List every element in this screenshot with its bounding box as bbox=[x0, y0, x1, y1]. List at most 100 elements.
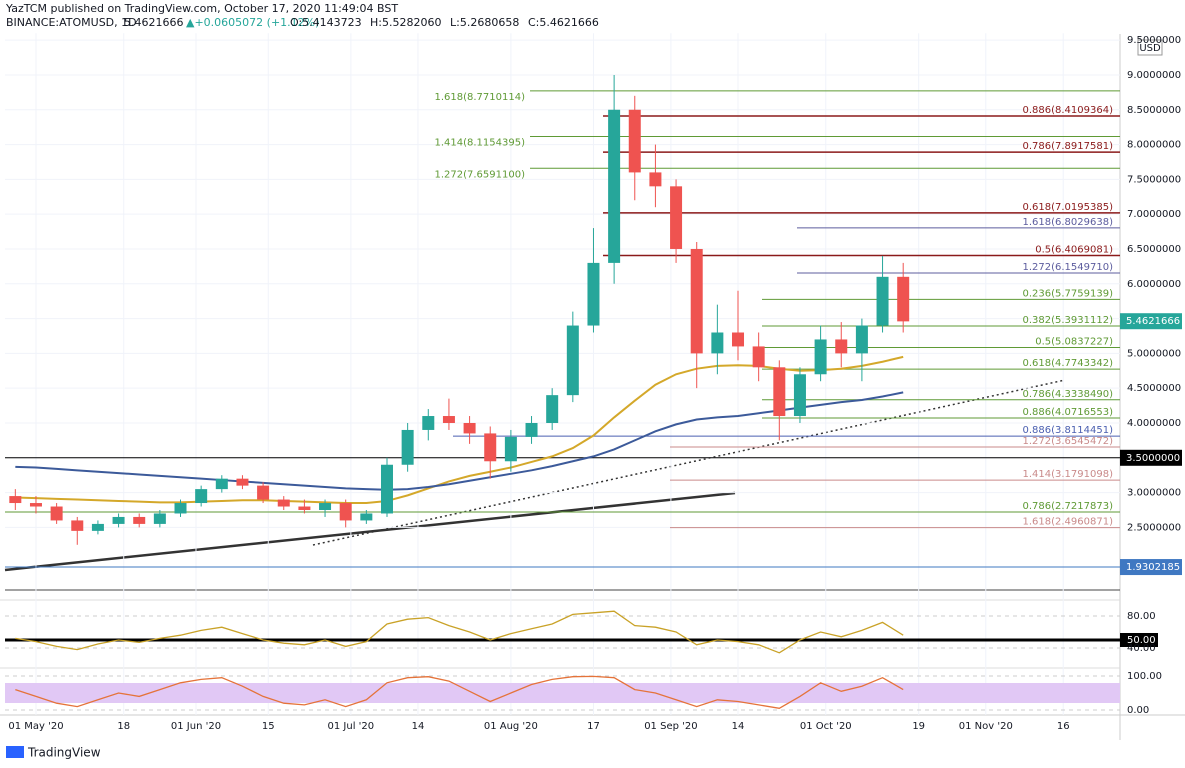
candle-body bbox=[360, 513, 373, 521]
stoch-line bbox=[15, 675, 904, 709]
candle-body bbox=[153, 513, 166, 524]
fib-label: 0.886(3.8114451) bbox=[1022, 425, 1113, 436]
x-tick-label: 01 Oct '20 bbox=[800, 721, 852, 732]
brand: TradingView bbox=[27, 746, 101, 760]
y-tick-label: 50.00 bbox=[1127, 635, 1156, 646]
candle-body bbox=[566, 325, 579, 396]
candle-body bbox=[876, 276, 889, 326]
x-tick-label: 16 bbox=[1057, 721, 1070, 732]
candle-body bbox=[319, 503, 332, 510]
ohlc-close: C:5.4621666 bbox=[528, 16, 599, 29]
ohlc-high: H:5.5282060 bbox=[370, 16, 441, 29]
y-tick-label: 9.0000000 bbox=[1127, 70, 1181, 81]
trendline bbox=[4, 491, 736, 572]
logo bbox=[6, 746, 24, 758]
fib-label: 0.382(5.3931112) bbox=[1022, 315, 1113, 326]
candle-body bbox=[195, 489, 208, 504]
candle-body bbox=[587, 262, 600, 326]
fib-label: 0.786(7.8917581) bbox=[1022, 141, 1113, 152]
y-tick-label: 6.0000000 bbox=[1127, 279, 1181, 290]
x-tick-label: 19 bbox=[912, 721, 925, 732]
candle-body bbox=[257, 485, 270, 500]
ohlc-low: L:5.2680658 bbox=[450, 16, 519, 29]
candle-body bbox=[752, 346, 765, 368]
candle-body bbox=[9, 496, 22, 504]
price-label-box bbox=[1120, 449, 1182, 466]
y-tick-label: 6.5000000 bbox=[1127, 244, 1181, 255]
fib-label: 0.618(4.7743342) bbox=[1022, 358, 1113, 369]
candle-body bbox=[298, 506, 311, 510]
candle-body bbox=[422, 416, 435, 430]
x-tick-label: 14 bbox=[412, 721, 425, 732]
symbol: BINANCE:ATOMUSD, 1D bbox=[6, 16, 137, 29]
y-tick-label: 8.5000000 bbox=[1127, 105, 1181, 116]
candle-body bbox=[670, 186, 683, 249]
y-tick-label: 4.0000000 bbox=[1127, 418, 1181, 429]
fib-label: 1.618(8.7710114) bbox=[434, 92, 525, 103]
candle-body bbox=[690, 248, 703, 354]
fib-label: 0.786(2.7217873) bbox=[1022, 501, 1113, 512]
price-label: 3.5000000 bbox=[1126, 453, 1180, 464]
price-label: 5.4621666 bbox=[1126, 316, 1180, 327]
candle-body bbox=[814, 339, 827, 375]
fib-label: 1.618(6.8029638) bbox=[1022, 217, 1113, 228]
trendline bbox=[312, 379, 1066, 546]
last-price: 5.4621666 bbox=[124, 16, 184, 29]
currency: USD bbox=[1139, 43, 1161, 54]
fib-label: 0.886(4.0716553) bbox=[1022, 407, 1113, 418]
ohlc-open: O:5.4143723 bbox=[290, 16, 362, 29]
change: ▲+0.0605072 (+1.12%) bbox=[186, 16, 319, 29]
fib-label: 1.272(7.6591100) bbox=[434, 169, 525, 180]
x-tick-label: 17 bbox=[587, 721, 600, 732]
candle-body bbox=[711, 332, 724, 354]
candle-body bbox=[236, 478, 249, 486]
candle-body bbox=[277, 499, 290, 507]
price-label-box bbox=[1120, 313, 1182, 330]
fib-label: 0.5(5.0837227) bbox=[1035, 337, 1113, 348]
fib-label: 1.414(3.1791098) bbox=[1022, 469, 1113, 480]
candle-body bbox=[29, 503, 42, 507]
candle-body bbox=[174, 503, 187, 514]
candle-body bbox=[546, 395, 559, 423]
candle-body bbox=[442, 416, 455, 423]
y-tick-label: 0.00 bbox=[1127, 705, 1149, 716]
y-tick-label: 5.0000000 bbox=[1127, 348, 1181, 359]
candle-body bbox=[504, 436, 517, 462]
fib-label: 0.886(8.4109364) bbox=[1022, 105, 1113, 116]
x-tick-label: 01 Jul '20 bbox=[328, 721, 375, 732]
candle-body bbox=[339, 503, 352, 521]
fib-label: 0.618(7.0195385) bbox=[1022, 202, 1113, 213]
x-tick-label: 01 Jun '20 bbox=[171, 721, 221, 732]
candle-body bbox=[525, 422, 538, 437]
candle-body bbox=[835, 339, 848, 354]
x-tick-label: 01 Nov '20 bbox=[959, 721, 1013, 732]
publisher: YazTCM published on TradingView.com, Oct… bbox=[5, 2, 398, 15]
x-tick-label: 01 Aug '20 bbox=[484, 721, 538, 732]
x-tick-label: 14 bbox=[732, 721, 745, 732]
fib-label: 1.414(8.1154395) bbox=[434, 138, 525, 149]
x-tick-label: 18 bbox=[117, 721, 130, 732]
fib-label: 1.272(3.6545472) bbox=[1022, 436, 1113, 447]
candle-body bbox=[484, 433, 497, 462]
y-tick-label: 80.00 bbox=[1127, 611, 1156, 622]
y-tick-label: 2.5000000 bbox=[1127, 522, 1181, 533]
y-tick-label: 40.00 bbox=[1127, 643, 1156, 654]
fib-label: 0.236(5.7759139) bbox=[1022, 288, 1113, 299]
price-label: 1.9302185 bbox=[1126, 562, 1180, 573]
x-tick-label: 15 bbox=[262, 721, 275, 732]
candle-body bbox=[112, 516, 125, 524]
currency-box bbox=[1137, 39, 1163, 56]
candle-body bbox=[71, 520, 84, 531]
candle-body bbox=[732, 332, 745, 347]
candle-body bbox=[855, 325, 868, 354]
candle-body bbox=[401, 429, 414, 465]
y-tick-label: 100.00 bbox=[1127, 671, 1162, 682]
y-tick-label: 3.0000000 bbox=[1127, 488, 1181, 499]
y-tick-label: 8.0000000 bbox=[1127, 140, 1181, 151]
x-tick-label: 01 Sep '20 bbox=[644, 721, 697, 732]
y-tick-label: 7.0000000 bbox=[1127, 209, 1181, 220]
x-tick-label: 01 May '20 bbox=[8, 721, 63, 732]
fib-label: 1.272(6.1549710) bbox=[1022, 262, 1113, 273]
